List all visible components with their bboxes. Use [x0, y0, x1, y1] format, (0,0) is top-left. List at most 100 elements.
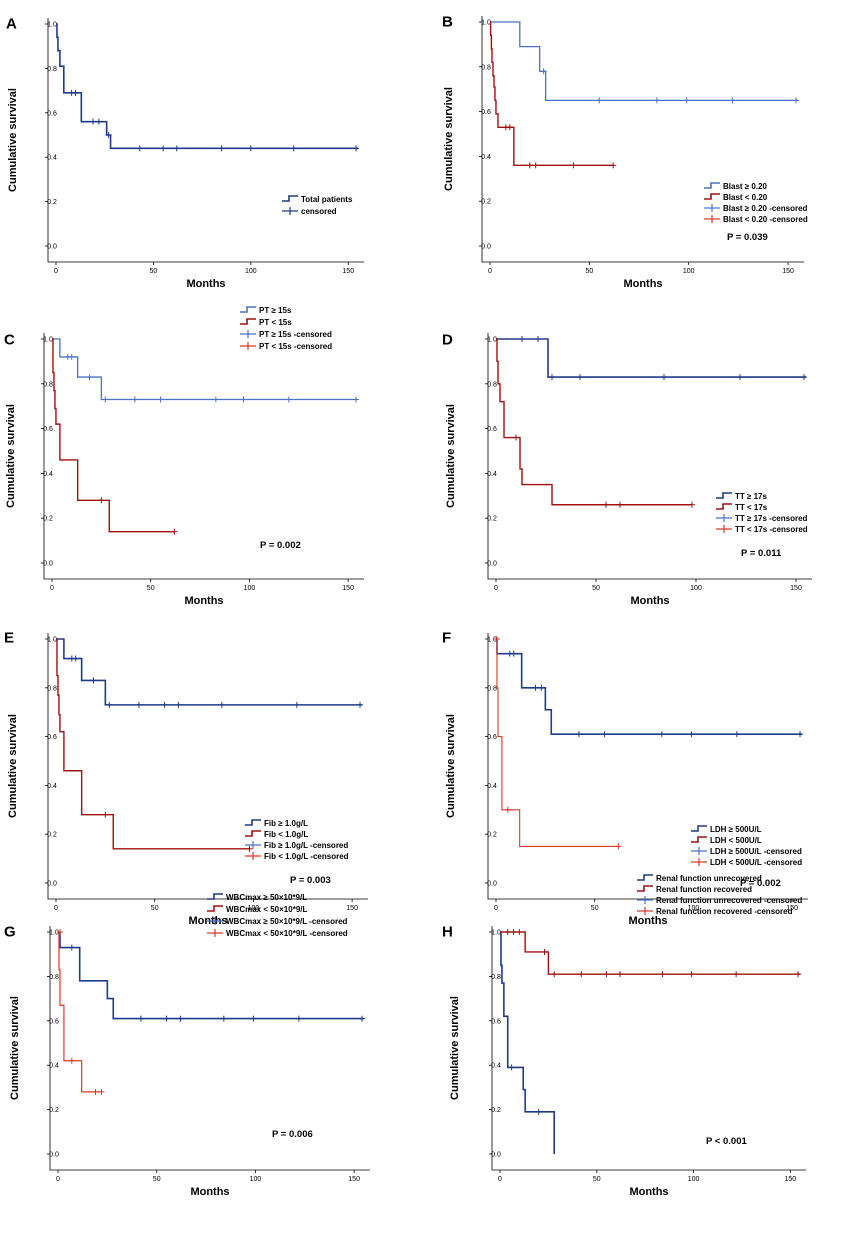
- legend-label: Fib < 1.0g/L: [264, 830, 308, 839]
- y-tick-label: 0.0: [491, 1152, 501, 1159]
- x-tick-label: 50: [151, 905, 159, 912]
- x-tick-label: 150: [784, 1176, 796, 1183]
- censor-mark: [137, 1015, 144, 1022]
- legend-label: Blast ≥ 0.20: [723, 182, 768, 191]
- x-tick-label: 100: [250, 1176, 262, 1183]
- y-tick-label: 0.4: [481, 154, 491, 161]
- panel-letter-c: C: [4, 331, 15, 348]
- legend-swatch: [691, 825, 707, 832]
- panel-a: A 0.0 0.2 0.4 0.6 0.8 1.0 0 50 100 150 Months Cumula…: [6, 15, 364, 290]
- censor-mark: [161, 701, 168, 708]
- legend-label: Renal function recovered: [656, 885, 752, 894]
- legend-label: LDH < 500U/L: [710, 836, 762, 845]
- panel-g: G 0.0 0.2 0.4 0.6 0.8 1.0 0 50 100 150 Months Cumula…: [4, 893, 370, 1198]
- censor-mark: [549, 374, 555, 381]
- censor-mark: [68, 353, 75, 360]
- censor-mark: [177, 1015, 184, 1022]
- censor-mark: [295, 1015, 302, 1022]
- censor-mark: [173, 145, 180, 152]
- censor-mark: [56, 929, 63, 935]
- legend-swatch: [207, 917, 223, 925]
- legend-swatch: [207, 893, 223, 900]
- censor-mark: [733, 731, 740, 738]
- y-tick-label: 0.2: [487, 832, 497, 839]
- legend-label: WBCmax < 50×10*9/L -censored: [226, 929, 348, 938]
- y-tick-label: 0.4: [487, 783, 497, 790]
- y-tick-label: 0.0: [481, 244, 491, 251]
- axes-e: [47, 633, 368, 900]
- p-value-c: P = 0.002: [260, 540, 301, 551]
- censor-mark: [135, 701, 142, 708]
- axes-g: [49, 926, 370, 1171]
- y-tick-label: 0.8: [491, 974, 501, 981]
- censor-mark: [68, 1057, 75, 1064]
- censor-mark: [659, 971, 666, 978]
- survival-curve-c-1: [52, 338, 175, 533]
- legend-label: Fib ≥ 1.0g/L -censored: [264, 841, 348, 850]
- legend-swatch: [704, 182, 720, 189]
- x-tick-label: 0: [50, 585, 54, 592]
- x-axis-title-a: Months: [186, 278, 225, 290]
- y-tick-label: 1.0: [43, 337, 53, 344]
- y-tick-label: 0.4: [43, 471, 53, 478]
- censor-mark: [86, 374, 93, 381]
- y-tick-label: 0.2: [47, 832, 57, 839]
- survival-curve-d-0: [496, 338, 806, 378]
- legend-label: PT ≥ 15s: [259, 306, 292, 315]
- censor-mark: [246, 845, 253, 852]
- panel-f: F 0.0 0.2 0.4 0.6 0.8 1.0 0 50 100 150 Months Cumula…: [442, 629, 808, 927]
- x-tick-label: 100: [688, 1176, 700, 1183]
- x-tick-label: 0: [498, 1176, 502, 1183]
- y-tick-label: 1.0: [49, 930, 59, 937]
- y-axis-title-a: Cumulative survival: [7, 88, 19, 192]
- legend-swatch: [716, 492, 732, 499]
- y-tick-label: 0.0: [487, 881, 497, 888]
- legend-swatch: [240, 342, 256, 350]
- censor-mark: [793, 97, 800, 104]
- y-tick-label: 0.2: [47, 199, 57, 206]
- censor-mark: [102, 811, 109, 818]
- survival-curve-b-1: [489, 21, 614, 167]
- legend-label: TT < 17s: [735, 503, 768, 512]
- censor-mark: [163, 1015, 170, 1022]
- legend-label: TT ≥ 17s: [735, 492, 768, 501]
- censor-mark: [131, 396, 138, 403]
- axes-d: [487, 333, 812, 580]
- panel-h: H 0.0 0.2 0.4 0.6 0.8 1.0 0 50 100 150 Months Cumula…: [442, 874, 806, 1198]
- censor-mark: [688, 731, 695, 738]
- axes-a: [47, 18, 364, 263]
- censor-mark: [357, 701, 364, 708]
- legend-swatch: [637, 885, 653, 892]
- panel-letter-f: F: [442, 629, 451, 646]
- censor-mark: [596, 97, 603, 104]
- censor-mark: [136, 145, 143, 152]
- censor-mark: [72, 89, 79, 96]
- x-tick-label: 50: [592, 585, 600, 592]
- censor-mark: [171, 528, 178, 535]
- legend-label: Renal function unrecovered: [656, 874, 762, 883]
- censor-mark: [532, 684, 539, 691]
- censor-mark: [801, 374, 807, 381]
- censor-mark: [285, 396, 292, 403]
- legend-swatch: [691, 847, 707, 855]
- y-tick-label: 0.2: [481, 199, 491, 206]
- survival-curve-a-0: [56, 23, 358, 150]
- panel-b: B 0.0 0.2 0.4 0.6 0.8 1.0 0 50 100 150 Months Cumula…: [442, 13, 808, 290]
- censor-mark: [493, 636, 500, 642]
- censor-mark: [106, 701, 113, 708]
- legend-swatch: [691, 836, 707, 843]
- legend-label: TT < 17s -censored: [735, 525, 808, 534]
- censor-mark: [733, 971, 740, 978]
- x-tick-label: 50: [593, 1176, 601, 1183]
- x-tick-label: 100: [690, 585, 702, 592]
- legend-swatch: [245, 852, 261, 860]
- censor-mark: [729, 97, 736, 104]
- x-tick-label: 150: [342, 268, 354, 275]
- censor-mark: [68, 944, 75, 951]
- y-tick-label: 0.4: [491, 1063, 501, 1070]
- x-axis-title-d: Months: [630, 595, 669, 607]
- censor-mark: [98, 497, 105, 504]
- censor-mark: [72, 655, 79, 662]
- censor-mark: [353, 145, 360, 152]
